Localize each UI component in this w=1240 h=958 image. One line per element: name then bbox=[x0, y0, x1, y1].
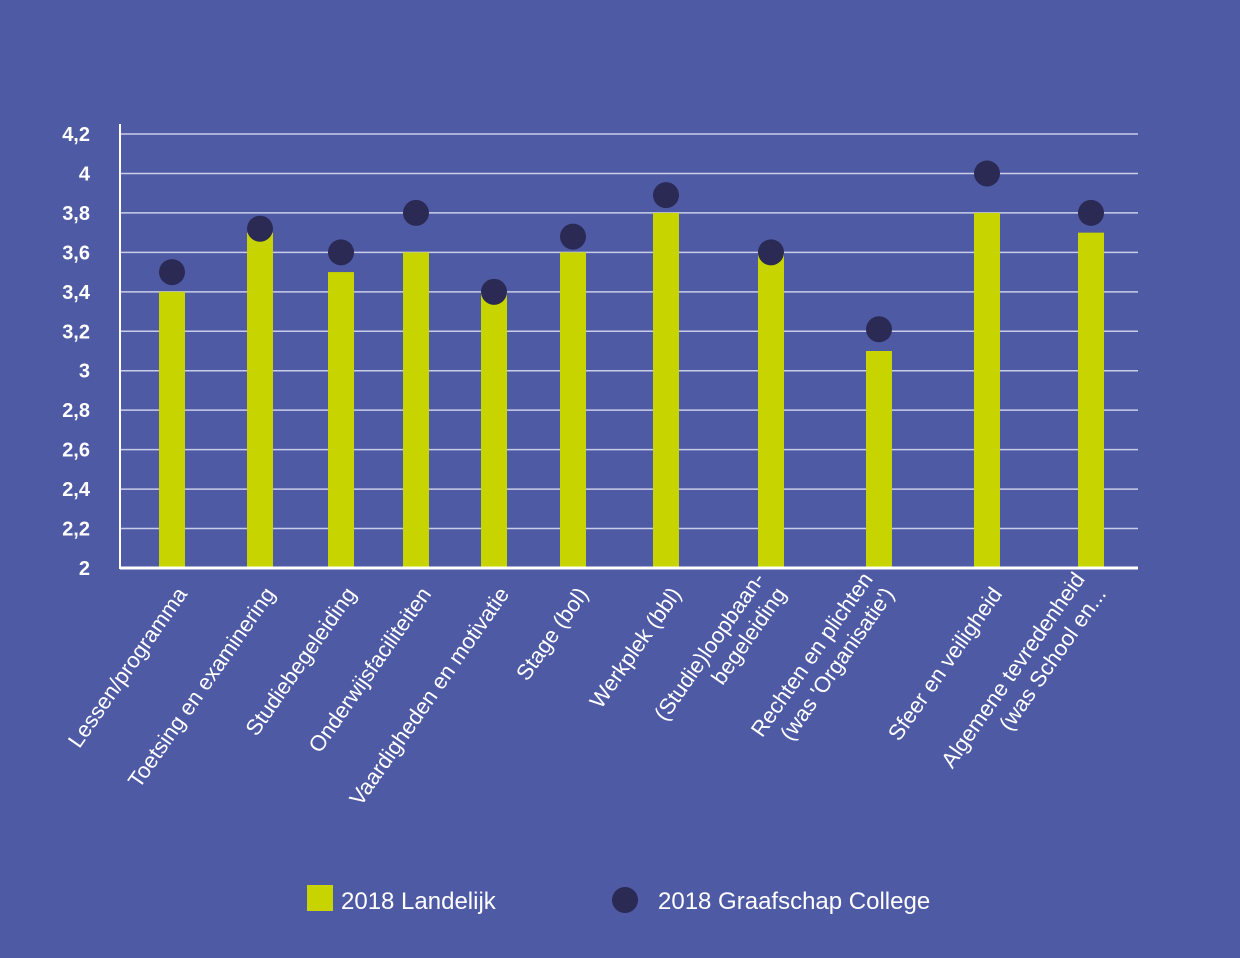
y-tick-label: 4 bbox=[79, 163, 91, 185]
dot bbox=[866, 316, 892, 343]
bar bbox=[974, 212, 1000, 568]
bar bbox=[1078, 232, 1104, 569]
dot bbox=[328, 239, 354, 266]
bars bbox=[159, 212, 1104, 569]
dots bbox=[159, 160, 1104, 343]
bar bbox=[403, 252, 429, 568]
dot bbox=[653, 182, 679, 209]
y-tick-label: 2,6 bbox=[62, 440, 90, 462]
y-tick-label: 3,8 bbox=[62, 203, 90, 225]
x-category-label-line: Stage (bol) bbox=[511, 583, 593, 686]
bar bbox=[758, 252, 784, 568]
x-category-label: Toetsing en examinering bbox=[123, 583, 280, 793]
y-tick-label: 2 bbox=[79, 558, 90, 580]
bar bbox=[328, 272, 354, 568]
legend-label-graafschap: 2018 Graafschap College bbox=[658, 888, 930, 915]
dot bbox=[159, 259, 185, 286]
dot bbox=[1078, 199, 1104, 226]
dot bbox=[247, 215, 273, 242]
x-category-label: Stage (bol) bbox=[511, 583, 593, 686]
dot bbox=[758, 239, 784, 266]
bar bbox=[866, 351, 892, 568]
y-tick-label: 3,2 bbox=[62, 321, 90, 343]
bar bbox=[560, 252, 586, 568]
gridlines bbox=[120, 133, 1138, 530]
y-tick-label: 2,2 bbox=[62, 519, 90, 541]
bar bbox=[159, 291, 185, 568]
legend-swatch-landelijk bbox=[307, 885, 333, 911]
y-tick-labels: 2 2,2 2,4 2,6 2,8 3 3,2 3,4 3,6 3,8 4 4,2 bbox=[62, 124, 91, 580]
axes bbox=[119, 124, 1138, 570]
bar bbox=[247, 232, 273, 569]
bar bbox=[653, 212, 679, 568]
dot bbox=[974, 160, 1000, 187]
y-tick-label: 3,6 bbox=[62, 242, 90, 264]
y-tick-label: 3 bbox=[79, 361, 90, 383]
y-tick-label: 4,2 bbox=[62, 124, 90, 146]
legend: 2018 Landelijk 2018 Graafschap College bbox=[307, 885, 930, 915]
y-tick-label: 2,4 bbox=[62, 479, 91, 501]
dot bbox=[560, 223, 586, 250]
x-category-label: Algemene tevredenheid(was School en... bbox=[936, 568, 1111, 788]
x-category-label: Vaardigheden en motivatie bbox=[344, 583, 514, 810]
y-tick-label: 2,8 bbox=[62, 400, 90, 422]
dot bbox=[403, 199, 429, 226]
dot bbox=[481, 278, 507, 305]
bar bbox=[481, 291, 507, 568]
legend-swatch-graafschap bbox=[612, 887, 638, 913]
y-tick-label: 3,4 bbox=[62, 282, 91, 304]
x-category-label-line: Toetsing en examinering bbox=[123, 583, 280, 793]
x-category-label-line: Vaardigheden en motivatie bbox=[344, 583, 514, 810]
x-category-label-line: Algemene tevredenheid bbox=[936, 568, 1090, 773]
legend-label-landelijk: 2018 Landelijk bbox=[341, 888, 497, 915]
